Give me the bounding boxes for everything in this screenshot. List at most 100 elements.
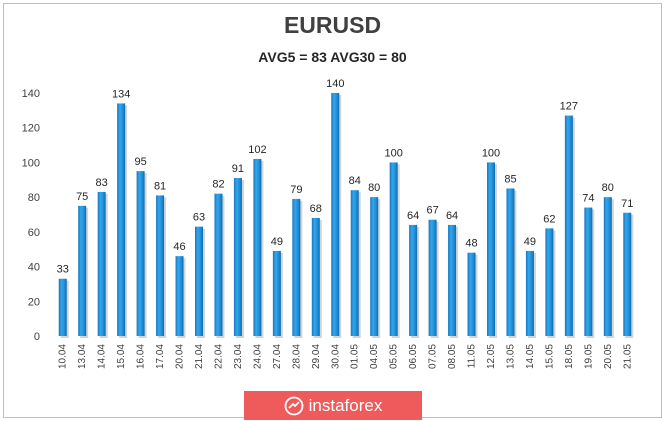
- x-tick-label: 16.04: [136, 344, 147, 369]
- bar: [253, 158, 262, 336]
- bar: [389, 162, 398, 336]
- chart-title: EURUSD: [283, 12, 382, 38]
- bar: [331, 93, 340, 336]
- x-tick-label: 11.05: [467, 344, 478, 369]
- data-label: 63: [193, 212, 205, 224]
- data-label: 134: [112, 88, 130, 100]
- x-tick-label: 30.04: [330, 344, 341, 369]
- data-label: 79: [290, 184, 302, 196]
- bar: [311, 217, 320, 336]
- data-label: 64: [446, 210, 458, 222]
- x-tick-label: 06.05: [408, 344, 419, 369]
- x-tick-label: 05.05: [389, 344, 400, 369]
- y-tick-label: 60: [28, 227, 40, 239]
- y-tick-label: 140: [22, 88, 40, 100]
- chart-subtitle: AVG5 = 83 AVG30 = 80: [258, 49, 407, 65]
- x-tick-label: 20.05: [603, 344, 614, 369]
- x-tick-label: 07.05: [428, 344, 439, 369]
- x-tick-label: 12.05: [486, 344, 497, 369]
- x-tick-label: 20.04: [175, 344, 186, 369]
- y-tick-label: 0: [34, 331, 40, 343]
- data-label: 33: [57, 264, 69, 276]
- data-label: 49: [271, 236, 283, 248]
- bar: [623, 212, 632, 336]
- x-tick-label: 22.04: [213, 344, 224, 369]
- bar: [175, 256, 184, 336]
- data-label: 80: [368, 182, 380, 194]
- x-tick-label: 29.04: [311, 344, 322, 369]
- bar: [214, 193, 223, 336]
- bar: [448, 224, 457, 336]
- bar: [409, 224, 418, 336]
- bar: [467, 252, 476, 336]
- data-label: 84: [349, 175, 361, 187]
- bar: [350, 190, 359, 336]
- data-label: 95: [134, 156, 146, 168]
- x-tick-label: 17.04: [155, 344, 166, 369]
- data-label: 75: [76, 191, 88, 203]
- bar: [487, 162, 495, 336]
- y-tick-label: 40: [28, 262, 40, 274]
- bar: [97, 191, 106, 336]
- data-label: 81: [154, 180, 166, 192]
- bar: [525, 250, 534, 336]
- bar: [195, 226, 203, 336]
- data-label: 85: [504, 173, 516, 185]
- bar: [292, 198, 301, 336]
- x-tick-label: 04.05: [369, 344, 380, 369]
- data-label: 83: [96, 177, 108, 189]
- data-label: 74: [582, 193, 594, 205]
- data-label: 71: [621, 198, 633, 210]
- data-label: 48: [465, 238, 477, 250]
- x-tick-label: 23.04: [233, 344, 244, 369]
- x-tick-label: 19.05: [583, 344, 594, 369]
- x-tick-label: 15.04: [116, 344, 127, 369]
- bar: [603, 197, 612, 336]
- data-label: 91: [232, 163, 244, 175]
- data-label: 100: [482, 147, 500, 159]
- data-label: 102: [248, 144, 266, 156]
- bar: [272, 250, 281, 336]
- x-tick-label: 13.05: [505, 344, 516, 369]
- x-tick-label: 18.05: [564, 344, 575, 369]
- x-tick-label: 13.04: [77, 344, 88, 369]
- x-tick-label: 15.05: [544, 344, 555, 369]
- bar: [136, 171, 145, 336]
- x-tick-label: 27.04: [272, 344, 283, 369]
- bar: [506, 188, 515, 336]
- bar: [58, 278, 67, 336]
- data-label: 64: [407, 210, 419, 222]
- data-label: 46: [173, 241, 185, 253]
- bar: [117, 103, 126, 337]
- bar: [545, 228, 554, 336]
- data-label: 68: [310, 203, 322, 215]
- y-tick-label: 80: [28, 192, 40, 204]
- instaforex-watermark: instaforex: [244, 391, 422, 420]
- bar: [156, 195, 165, 336]
- instaforex-logo-icon: [284, 396, 304, 415]
- data-label: 140: [326, 78, 344, 90]
- data-label: 127: [560, 101, 578, 113]
- data-label: 100: [384, 147, 402, 159]
- bar: [428, 219, 437, 336]
- y-tick-label: 20: [28, 296, 40, 308]
- x-tick-label: 21.04: [194, 344, 205, 369]
- data-label: 62: [543, 213, 555, 225]
- x-tick-label: 08.05: [447, 344, 458, 369]
- x-tick-label: 01.05: [350, 344, 361, 369]
- x-tick-label: 24.04: [252, 344, 263, 369]
- bar: [564, 115, 573, 336]
- watermark-text: instaforex: [308, 395, 383, 415]
- data-label: 82: [212, 179, 224, 191]
- data-label: 80: [602, 182, 614, 194]
- y-tick-label: 120: [22, 123, 40, 135]
- data-label: 49: [524, 236, 536, 248]
- x-tick-label: 28.04: [291, 344, 302, 369]
- bar: [78, 205, 87, 336]
- bar: [370, 197, 379, 336]
- y-tick-label: 100: [22, 157, 40, 169]
- bar: [233, 178, 242, 336]
- x-tick-label: 14.04: [97, 344, 108, 369]
- bar: [584, 207, 593, 336]
